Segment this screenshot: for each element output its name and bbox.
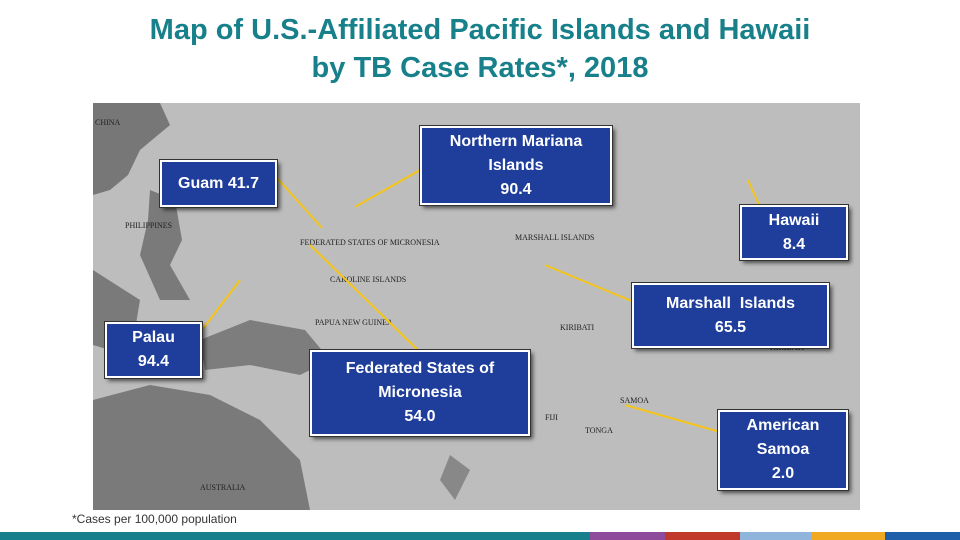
callout: Guam 41.7 xyxy=(159,159,278,208)
map-label: AUSTRALIA xyxy=(200,483,246,492)
callout: Federated States of Micronesia 54.0 xyxy=(309,349,531,437)
leader-line xyxy=(747,179,761,208)
callout-name: Palau xyxy=(132,329,175,346)
strip-segment xyxy=(0,532,590,540)
callout-name: Hawaii xyxy=(768,211,820,229)
map-label: KIRIBATI xyxy=(560,323,595,332)
leader-line xyxy=(201,279,241,331)
callout-name: Northern Mariana Islands xyxy=(449,132,583,174)
callout-row: Guam 41.7 xyxy=(176,172,261,196)
callout-rate: 90.4 xyxy=(500,180,532,198)
callout-name: Guam xyxy=(178,174,224,192)
callout-row: Marshall Islands 65.5 xyxy=(648,292,813,340)
map-label: MARSHALL ISLANDS xyxy=(515,233,595,242)
map-label: TONGA xyxy=(585,426,613,435)
land xyxy=(93,103,170,195)
map-label: PHILIPPINES xyxy=(125,221,172,230)
callout-rate: 41.7 xyxy=(227,174,259,192)
callout-name: Marshall Islands xyxy=(666,294,795,312)
leader-line xyxy=(624,404,721,433)
callout-name: American Samoa xyxy=(746,417,820,458)
callout: Palau 94.4 xyxy=(104,321,203,379)
strip-segment xyxy=(740,532,812,540)
map-label: FEDERATED STATES OF MICRONESIA xyxy=(300,238,440,247)
title-line: by TB Case Rates*, 2018 xyxy=(311,52,649,84)
land xyxy=(200,320,330,375)
callout: Hawaii 8.4 xyxy=(739,204,849,261)
leader-line xyxy=(544,264,635,303)
land xyxy=(140,190,190,300)
map-label: CAROLINE ISLANDS xyxy=(330,275,406,284)
map-label: CHINA xyxy=(95,118,121,127)
callout-name: Federated States of Micronesia xyxy=(345,360,495,401)
map-label: FIJI xyxy=(545,413,558,422)
callout-rate: 2.0 xyxy=(771,465,795,482)
strip-segment xyxy=(812,532,885,540)
callout: Marshall Islands 65.5 xyxy=(631,282,830,349)
callout: American Samoa 2.0 xyxy=(717,409,849,491)
leader-line xyxy=(309,244,421,353)
color-strip xyxy=(0,532,960,540)
map-label: SAMOA xyxy=(620,396,649,405)
callout-rate: 8.4 xyxy=(782,235,806,253)
strip-segment xyxy=(885,532,960,540)
callout-rate: 54.0 xyxy=(404,408,436,425)
callout-rate: 94.4 xyxy=(137,353,170,370)
callout-rate: 65.5 xyxy=(714,318,747,336)
strip-segment xyxy=(665,532,740,540)
footnote: *Cases per 100,000 population xyxy=(72,512,237,526)
land xyxy=(93,385,310,510)
leader-line xyxy=(276,177,323,229)
strip-segment xyxy=(590,532,665,540)
leader-line xyxy=(354,169,421,208)
land xyxy=(440,455,470,500)
map-label: PAPUA NEW GUINEA xyxy=(315,318,393,327)
callout: Northern Mariana Islands 90.4 xyxy=(419,125,613,206)
title-line: Map of U.S.-Affiliated Pacific Islands a… xyxy=(149,14,811,46)
